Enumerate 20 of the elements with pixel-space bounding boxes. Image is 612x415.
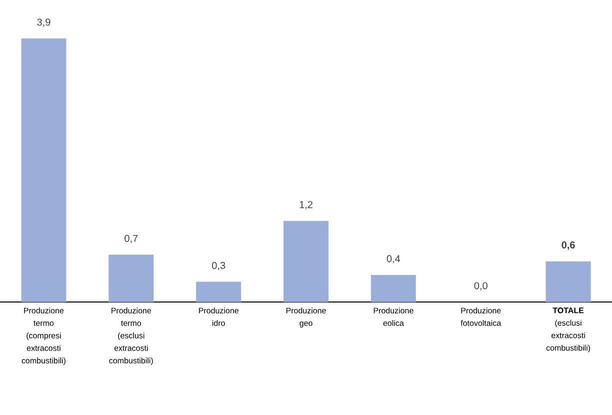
x-tick-label: Produzione eolica [374, 308, 414, 326]
bar [21, 38, 66, 302]
data-label: 0,6 [562, 241, 575, 250]
x-tick-label: Produzione fotovoltaica [460, 308, 502, 326]
x-tick-label: Produzione geo [286, 308, 326, 328]
x-tick-label: Produzione termo (compresi extracosti combustibili) [22, 308, 66, 365]
x-tick-label: Produzione termo (esclusi extracosti combustibili) [109, 308, 153, 365]
data-label: 0,4 [386, 255, 400, 264]
bar [108, 254, 154, 302]
data-label: 1,2 [300, 201, 312, 210]
bar [546, 261, 591, 302]
bar [284, 220, 329, 302]
bar [196, 282, 242, 302]
data-label: 0,0 [474, 282, 488, 290]
data-label: 0,7 [124, 234, 138, 244]
x-tick-label: Produzione idro [199, 308, 238, 326]
x-tick-label: TOTALE (esclusi extracosti combustibili) [546, 308, 590, 352]
data-label: 3,9 [37, 18, 50, 27]
bar [370, 274, 416, 302]
data-label: 0,3 [212, 262, 226, 270]
